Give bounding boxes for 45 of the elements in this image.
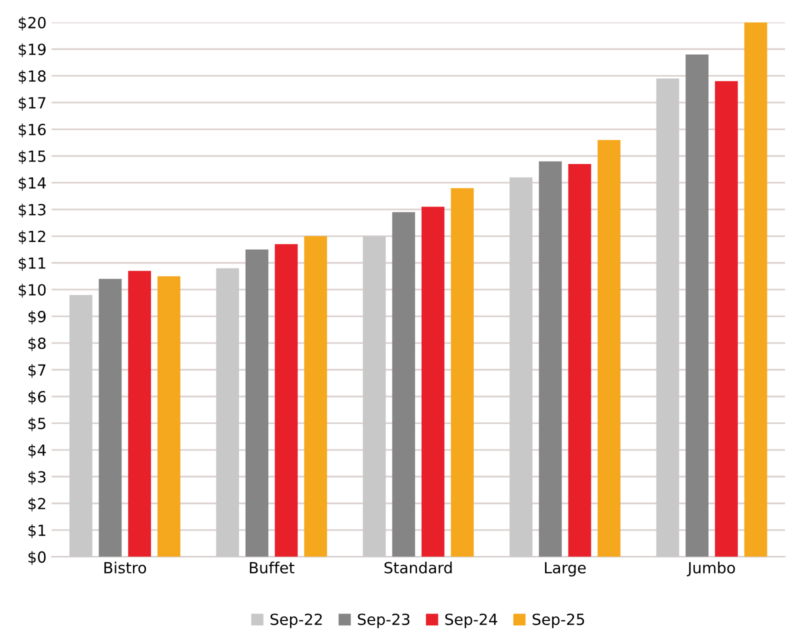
bar: [686, 54, 708, 557]
y-tick-label: $7: [28, 364, 46, 378]
bar: [568, 164, 592, 557]
legend-label: Sep-24: [445, 614, 498, 628]
y-tick-label: $11: [18, 257, 46, 271]
bar: [157, 276, 180, 557]
y-tick-label: $0: [28, 550, 46, 565]
y-tick-label: $13: [18, 204, 46, 218]
bar: [714, 81, 738, 557]
x-tick-label: Buffet: [250, 562, 294, 574]
y-tick-label: $3: [28, 470, 46, 485]
x-tick-label: Jumbo: [686, 562, 735, 576]
y-tick-label: $6: [28, 390, 46, 405]
y-tick-label: $12: [18, 230, 46, 244]
x-tick-label: Standard: [384, 562, 452, 574]
legend-label: Sep-22: [270, 614, 322, 628]
y-tick-label: $20: [18, 16, 46, 30]
y-tick-label: $5: [28, 417, 46, 432]
bar: [744, 22, 768, 557]
bar: [450, 188, 474, 557]
bar: [128, 270, 152, 557]
bar: [422, 206, 444, 557]
bar: [392, 212, 416, 557]
y-tick-label: $15: [18, 150, 46, 164]
x-tick-label: Bistro: [104, 562, 146, 574]
legend-label: Sep-23: [358, 614, 410, 628]
y-tick-label: $19: [18, 43, 46, 58]
bar: [598, 140, 620, 557]
bar: [274, 244, 298, 557]
bar: [245, 250, 268, 557]
y-tick-label: $17: [18, 96, 46, 111]
bar: [538, 161, 562, 557]
x-tick-label: Large: [545, 562, 586, 576]
y-tick-label: $16: [18, 123, 46, 138]
y-tick-label: $9: [28, 310, 46, 324]
y-tick-label: $18: [18, 70, 46, 84]
bar: [98, 278, 122, 557]
legend-label: Sep-25: [532, 614, 584, 628]
y-tick-label: $2: [28, 498, 46, 512]
y-tick-label: $8: [28, 337, 46, 352]
y-tick-label: $14: [18, 176, 46, 191]
y-tick-label: $1: [28, 524, 46, 538]
y-tick-label: $10: [18, 284, 46, 298]
y-tick-label: $4: [28, 444, 46, 458]
bar: [304, 236, 328, 557]
